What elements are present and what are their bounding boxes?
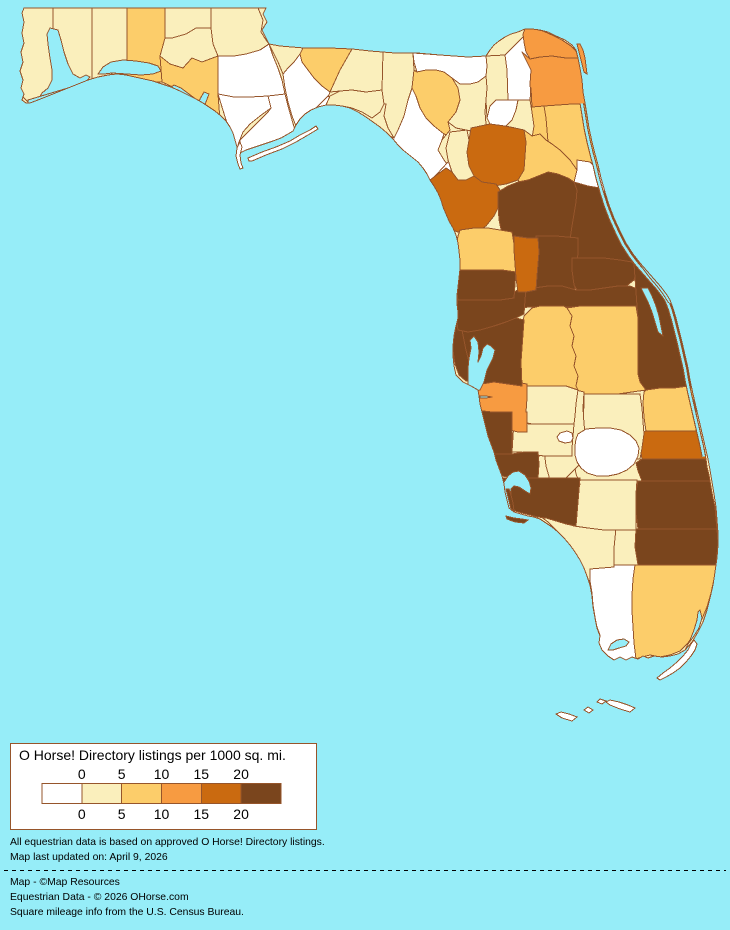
svg-text:0: 0	[78, 806, 86, 822]
svg-text:Equestrian Data - © 2026 OHors: Equestrian Data - © 2026 OHorse.com	[10, 892, 189, 903]
svg-text:10: 10	[154, 806, 170, 822]
svg-text:Square mileage info from the U: Square mileage info from the U.S. Census…	[10, 907, 244, 918]
svg-text:Map last updated on: April 9,: Map last updated on: April 9, 2026	[10, 852, 168, 863]
svg-text:5: 5	[118, 806, 126, 822]
svg-text:15: 15	[194, 806, 210, 822]
svg-text:10: 10	[154, 766, 170, 782]
svg-text:0: 0	[78, 766, 86, 782]
svg-text:All equestrian data is based o: All equestrian data is based on approved…	[10, 837, 325, 848]
svg-text:15: 15	[194, 766, 210, 782]
svg-text:5: 5	[118, 766, 126, 782]
svg-text:20: 20	[233, 806, 249, 822]
svg-text:20: 20	[233, 766, 249, 782]
svg-text:Map - ©Map Resources: Map - ©Map Resources	[10, 877, 120, 888]
svg-text:O Horse! Directory listings pe: O Horse! Directory listings per 1000 sq.…	[19, 747, 286, 763]
